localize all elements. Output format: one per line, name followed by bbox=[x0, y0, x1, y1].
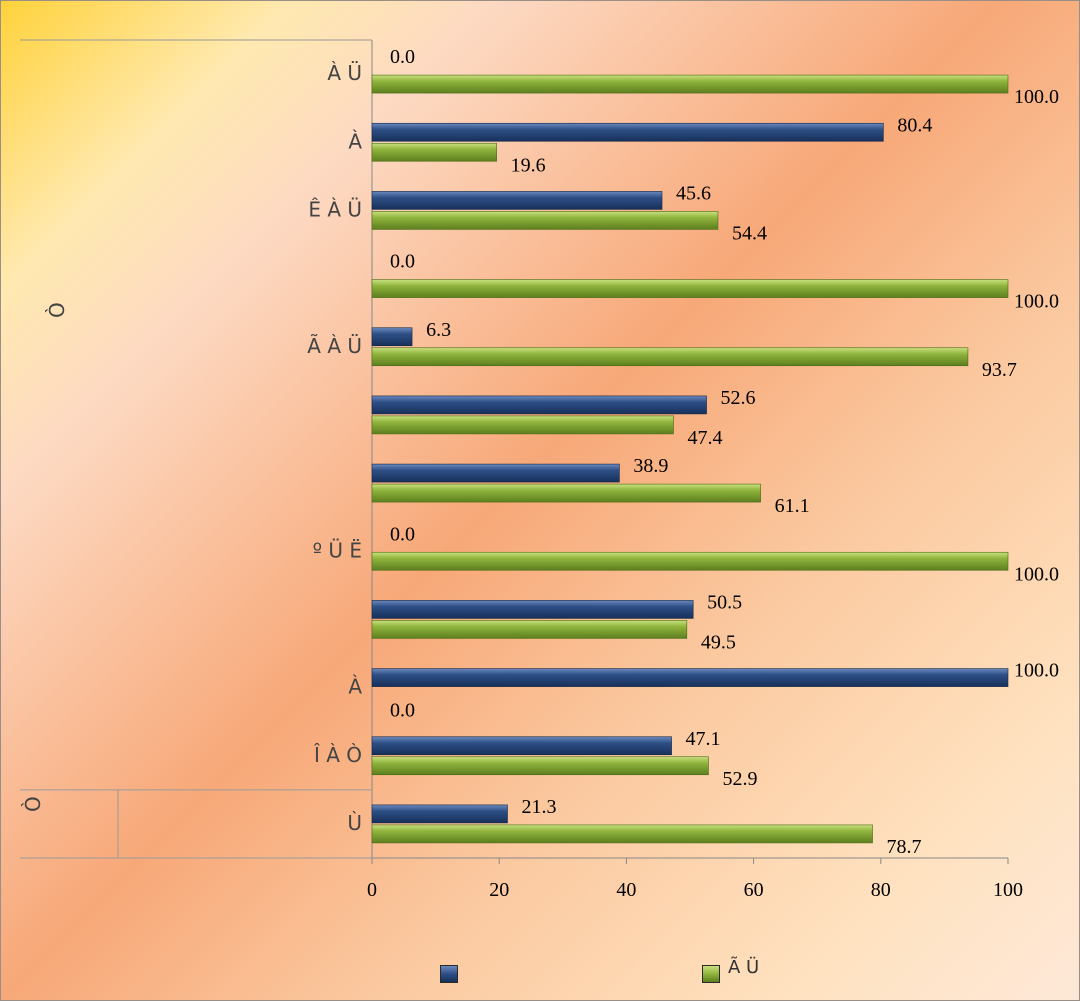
bar-series1 bbox=[372, 600, 693, 618]
bar-value-label: 47.4 bbox=[687, 427, 722, 449]
group-label-2: Ò bbox=[21, 796, 45, 812]
bar-value-label: 21.3 bbox=[521, 796, 556, 818]
bar-value-label: 19.6 bbox=[511, 154, 546, 176]
bar-series2 bbox=[372, 211, 718, 229]
bar-series1 bbox=[372, 464, 619, 482]
x-tick-label: 100 bbox=[993, 879, 1023, 901]
category-label: Ù bbox=[347, 811, 362, 835]
bar-series1 bbox=[372, 805, 507, 823]
bar-value-label: 0.0 bbox=[390, 700, 415, 722]
bar-value-label: 50.5 bbox=[707, 591, 742, 613]
x-tick-label: 80 bbox=[871, 879, 891, 901]
category-label: º Ü Ë bbox=[313, 538, 362, 562]
bar-series1 bbox=[372, 669, 1008, 687]
bar-series2 bbox=[372, 484, 761, 502]
bar-series2 bbox=[372, 280, 1008, 298]
bar-series2 bbox=[372, 348, 968, 366]
bar-series2 bbox=[372, 143, 497, 161]
bar-value-label: 61.1 bbox=[775, 495, 810, 517]
bar-series1 bbox=[372, 191, 662, 209]
bar-series1 bbox=[372, 328, 412, 346]
bar-series2 bbox=[372, 552, 1008, 570]
bar-value-label: 0.0 bbox=[390, 251, 415, 273]
bar-value-label: 54.4 bbox=[732, 222, 767, 244]
bar-value-label: 78.7 bbox=[887, 836, 922, 858]
legend-label-series2: Ã Ü bbox=[728, 957, 759, 978]
category-label: Î À Ò bbox=[313, 743, 362, 767]
legend-swatch-series2 bbox=[702, 965, 720, 983]
group-label-1: Ò bbox=[45, 302, 69, 318]
bar-series1 bbox=[372, 737, 672, 755]
bar-series2 bbox=[372, 416, 673, 434]
category-label: À bbox=[348, 129, 362, 153]
bar-value-label: 38.9 bbox=[633, 455, 668, 477]
bar-value-label: 100.0 bbox=[1014, 291, 1059, 313]
bar-value-label: 0.0 bbox=[390, 46, 415, 68]
bar-series2 bbox=[372, 757, 708, 775]
bar-value-label: 49.5 bbox=[701, 631, 736, 653]
bar-value-label: 100.0 bbox=[1014, 660, 1059, 682]
x-tick-label: 40 bbox=[616, 879, 636, 901]
bar-value-label: 45.6 bbox=[676, 182, 711, 204]
bar-value-label: 47.1 bbox=[686, 728, 721, 750]
bar-series1 bbox=[372, 123, 883, 141]
category-label: Ê À Ü bbox=[308, 197, 362, 221]
legend-swatch-series1 bbox=[440, 965, 458, 983]
bar-value-label: 52.9 bbox=[722, 768, 757, 790]
bar-value-label: 100.0 bbox=[1014, 563, 1059, 585]
bar-value-label: 93.7 bbox=[982, 359, 1017, 381]
bar-value-label: 100.0 bbox=[1014, 86, 1059, 108]
bar-value-label: 0.0 bbox=[390, 523, 415, 545]
bar-value-label: 6.3 bbox=[426, 319, 451, 341]
x-tick-label: 0 bbox=[367, 879, 377, 901]
bar-series1 bbox=[372, 396, 707, 414]
category-label: À Ü bbox=[327, 61, 362, 85]
x-tick-label: 60 bbox=[744, 879, 764, 901]
legend: Ã Ü bbox=[440, 955, 900, 985]
category-label: À bbox=[348, 675, 362, 699]
bar-series2 bbox=[372, 75, 1008, 93]
bar-value-label: 52.6 bbox=[721, 387, 756, 409]
bar-value-label: 80.4 bbox=[897, 114, 932, 136]
category-label: Ã À Ü bbox=[307, 334, 362, 358]
bar-series2 bbox=[372, 620, 687, 638]
x-tick-label: 20 bbox=[489, 879, 509, 901]
bar-series2 bbox=[372, 825, 873, 843]
